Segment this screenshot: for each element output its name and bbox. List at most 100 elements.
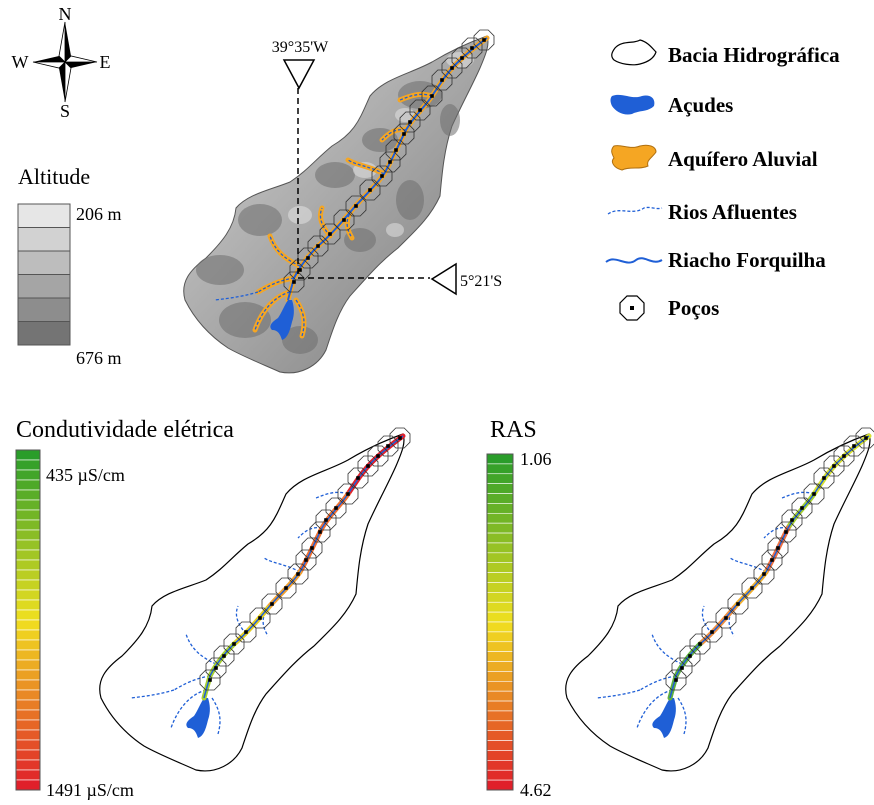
ramp-step	[486, 522, 514, 534]
well-buffer	[727, 593, 749, 615]
ramp-step	[486, 750, 514, 761]
well-point	[398, 436, 402, 440]
altitude-min-label: 676 m	[76, 348, 122, 368]
well-point	[394, 148, 398, 152]
well-point	[470, 46, 474, 50]
well-point	[864, 436, 868, 440]
altitude-swatch	[17, 321, 71, 346]
well-buffer	[741, 577, 763, 599]
well-point	[762, 572, 766, 576]
well-point	[790, 518, 794, 522]
ramp-step	[486, 769, 514, 781]
legend-aquifer: Aquífero Aluvial	[668, 147, 818, 171]
ramp-step	[486, 641, 514, 652]
well-point	[674, 678, 678, 682]
well-buffer	[813, 467, 835, 489]
ramp-step	[15, 669, 41, 681]
well-point	[402, 132, 406, 136]
ramp-step	[486, 503, 514, 514]
reservoir-icon	[610, 94, 655, 115]
well-point	[284, 586, 288, 590]
well-point	[316, 244, 320, 248]
ramp-step	[486, 661, 514, 672]
well-point	[812, 492, 816, 496]
ras-top-label: 1.06	[520, 449, 552, 469]
well-point	[328, 232, 332, 236]
well-buffer	[379, 151, 401, 173]
well-point	[842, 454, 846, 458]
ramp-step	[486, 700, 514, 712]
ramp-step	[15, 719, 41, 731]
reservoir	[270, 300, 294, 340]
well-point	[680, 666, 684, 670]
conductivity-title: Condutividade elétrica	[16, 417, 234, 443]
ramp-step	[486, 680, 514, 692]
well-buffer	[461, 37, 483, 59]
ras-map	[565, 427, 874, 772]
ramp-step	[486, 592, 514, 603]
well-point	[368, 188, 372, 192]
compass-n: N	[59, 4, 72, 24]
well-buffer	[791, 497, 813, 519]
ramp-step	[15, 599, 41, 611]
well-buffer	[213, 645, 235, 667]
well-point	[346, 492, 350, 496]
well-buffer	[715, 607, 737, 629]
ramp-step	[486, 532, 514, 544]
ramp-step	[15, 449, 41, 461]
well-buffer	[843, 435, 865, 457]
conductivity-bottom-label: 1491 µS/cm	[46, 780, 134, 800]
well-buffer	[775, 521, 797, 543]
well-buffer	[287, 563, 309, 585]
well-buffer	[409, 99, 431, 121]
well-buffer	[261, 593, 283, 615]
tributaries-icon	[607, 206, 663, 215]
well-point	[306, 256, 310, 260]
altitude-legend: Altitude 206 m 676 m	[17, 164, 122, 368]
ramp-step	[15, 649, 41, 661]
ramp-step	[15, 519, 41, 531]
well-point	[770, 558, 774, 562]
ramp-step	[15, 489, 41, 501]
well-buffer	[833, 445, 855, 467]
elevation-map: 39°35'W 5°21'S	[183, 29, 502, 374]
legend-tributaries: Rios Afluentes	[668, 200, 797, 224]
ramp-step	[15, 769, 41, 781]
ramp-step	[15, 589, 41, 601]
well-point	[214, 666, 218, 670]
well-point	[710, 630, 714, 634]
well-buffer	[295, 549, 317, 571]
ramp-step	[15, 729, 41, 741]
ramp-step	[15, 479, 41, 491]
well-buffer	[199, 669, 221, 691]
compass-w: W	[12, 52, 29, 72]
ramp-step	[486, 562, 514, 573]
well-point	[270, 602, 274, 606]
well-point	[832, 464, 836, 468]
ramp-step	[486, 710, 514, 722]
well-point	[698, 642, 702, 646]
ramp-step	[486, 493, 514, 504]
well-point	[334, 506, 338, 510]
well-buffer	[357, 455, 379, 477]
ras-title: RAS	[490, 417, 537, 443]
ramp-step	[15, 709, 41, 721]
wells-conductivity-map	[199, 427, 411, 691]
well-buffer	[345, 195, 367, 217]
altitude-swatch	[17, 227, 71, 252]
well-point	[366, 464, 370, 468]
well-buffer	[393, 123, 415, 145]
compass-s: S	[60, 101, 70, 121]
well-point	[380, 174, 384, 178]
well-point	[342, 218, 346, 222]
well-buffer	[319, 223, 341, 245]
well-icon	[619, 295, 645, 321]
altitude-swatch	[17, 297, 71, 322]
well-buffer	[235, 621, 257, 643]
ramp-step	[15, 499, 41, 511]
longitude-marker	[282, 59, 316, 90]
well-point	[430, 94, 434, 98]
well-buffer	[823, 455, 845, 477]
ramp-step	[486, 651, 514, 662]
altitude-max-label: 206 m	[76, 204, 122, 224]
